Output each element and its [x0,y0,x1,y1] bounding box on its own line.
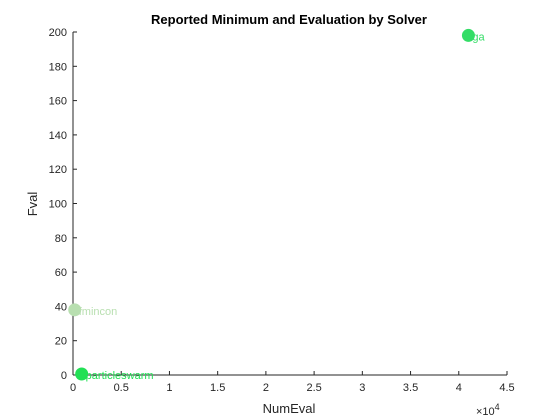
y-tick-label: 200 [49,27,67,39]
x-tick-label: 0.5 [114,382,129,394]
data-point-particleswarm [75,367,89,381]
plot-axes: 0 0.5 1 1.5 2 2.5 3 3.5 4 4.5 0 20 40 60 80 100 120 140 16… [49,27,515,394]
x-tick-label: 1.5 [210,382,225,394]
data-label-fmincon: fmincon [79,306,118,318]
y-tick-label: 120 [49,164,67,176]
y-tick-label: 80 [55,233,67,245]
data-point-ga [461,28,475,42]
plot-area [73,32,507,375]
x-tick-label: 3 [359,382,365,394]
y-tick-label: 180 [49,61,67,73]
x-tick-label: 0 [70,382,76,394]
x-tick-label: 4.5 [499,382,514,394]
data-point-fmincon [68,303,82,317]
y-tick-label: 20 [55,336,67,348]
y-tick-label: 140 [49,130,67,142]
data-label-ga: ga [472,31,485,43]
x-axis-label: NumEval [263,401,316,416]
x-tick-label: 2.5 [306,382,321,394]
x-axis-exponent: ×104 [476,402,500,418]
y-tick-label: 60 [55,267,67,279]
x-tick-label: 2 [263,382,269,394]
x-axis-exponent-power: 4 [495,402,500,412]
chart-title: Reported Minimum and Evaluation by Solve… [151,12,427,27]
data-label-particleswarm: particleswarm [86,370,154,382]
x-tick-label: 3.5 [403,382,418,394]
y-axis-label: Fval [25,192,40,217]
y-tick-label: 160 [49,96,67,108]
x-tick-label: 1 [166,382,172,394]
y-tick-label: 40 [55,301,67,313]
x-axis-exponent-base: ×10 [476,406,495,418]
data-points: ga fmincon particleswarm [68,28,486,382]
x-tick-label: 4 [456,382,462,394]
y-tick-label: 100 [49,199,67,211]
y-tick-label: 0 [61,370,67,382]
